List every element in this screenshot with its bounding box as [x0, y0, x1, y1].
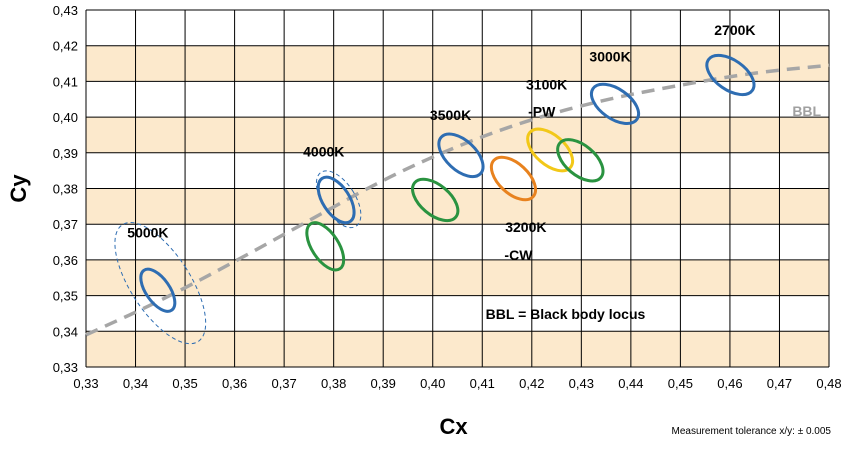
x-tick-label: 0,40 — [420, 376, 445, 391]
y-tick-label: 0,34 — [53, 324, 78, 339]
chromaticity-ellipse — [305, 221, 346, 272]
x-tick-label: 0,36 — [222, 376, 247, 391]
y-tick-label: 0,38 — [53, 182, 78, 197]
x-tick-label: 0,38 — [321, 376, 346, 391]
x-tick-label: 0,48 — [816, 376, 841, 391]
annotation-label: 5000K — [127, 224, 168, 240]
x-tick-label: 0,47 — [767, 376, 792, 391]
plot-band — [86, 45, 829, 82]
y-tick-label: 0,42 — [53, 39, 78, 54]
y-tick-label: 0,36 — [53, 253, 78, 268]
chromaticity-ellipse — [556, 138, 605, 183]
plot-band — [86, 331, 829, 367]
annotation-label: 3000K — [589, 48, 630, 64]
chromaticity-ellipse — [411, 177, 460, 223]
y-tick-label: 0,37 — [53, 217, 78, 232]
y-tick-label: 0,43 — [53, 3, 78, 18]
plot-band — [86, 259, 829, 296]
x-tick-label: 0,34 — [123, 376, 148, 391]
annotation-label: 3100K — [526, 77, 567, 93]
bbl-curve-label: BBL — [792, 103, 821, 119]
chromaticity-ellipse — [139, 267, 177, 313]
x-axis-title: Cx — [439, 414, 468, 439]
x-tick-label: 0,39 — [371, 376, 396, 391]
annotation-label: BBL = Black body locus — [486, 306, 646, 322]
x-tick-label: 0,41 — [470, 376, 495, 391]
tolerance-ellipse — [114, 222, 207, 345]
x-tick-label: 0,35 — [172, 376, 197, 391]
chromaticity-ellipse — [705, 53, 756, 97]
y-tick-label: 0,40 — [53, 110, 78, 125]
chromaticity-ellipse — [316, 175, 356, 225]
annotation-label: -PW — [528, 103, 556, 119]
chromaticity-ellipse — [437, 132, 485, 179]
chromaticity-ellipse — [589, 82, 641, 125]
x-tick-label: 0,33 — [73, 376, 98, 391]
annotation-label: 2700K — [714, 22, 755, 38]
annotation-label: -CW — [504, 247, 533, 263]
x-tick-label: 0,45 — [668, 376, 693, 391]
x-tick-label: 0,42 — [519, 376, 544, 391]
annotation-label: 3500K — [430, 107, 471, 123]
y-tick-label: 0,39 — [53, 146, 78, 161]
chromaticity-ellipse — [489, 155, 538, 202]
bbl-curve — [85, 63, 830, 337]
x-tick-label: 0,43 — [569, 376, 594, 391]
annotation-label: 3200K — [505, 219, 546, 235]
x-tick-label: 0,44 — [618, 376, 643, 391]
x-tick-label: 0,37 — [271, 376, 296, 391]
y-tick-label: 0,33 — [53, 360, 78, 375]
measurement-tolerance-note: Measurement tolerance x/y: ± 0.005 — [671, 426, 831, 437]
tolerance-ellipse — [315, 170, 362, 229]
y-tick-label: 0,41 — [53, 74, 78, 89]
y-axis-title: Cy — [6, 174, 31, 203]
y-tick-label: 0,35 — [53, 289, 78, 304]
annotation-label: 4000K — [303, 144, 344, 160]
x-tick-label: 0,46 — [717, 376, 742, 391]
chromaticity-ellipse — [526, 127, 575, 173]
